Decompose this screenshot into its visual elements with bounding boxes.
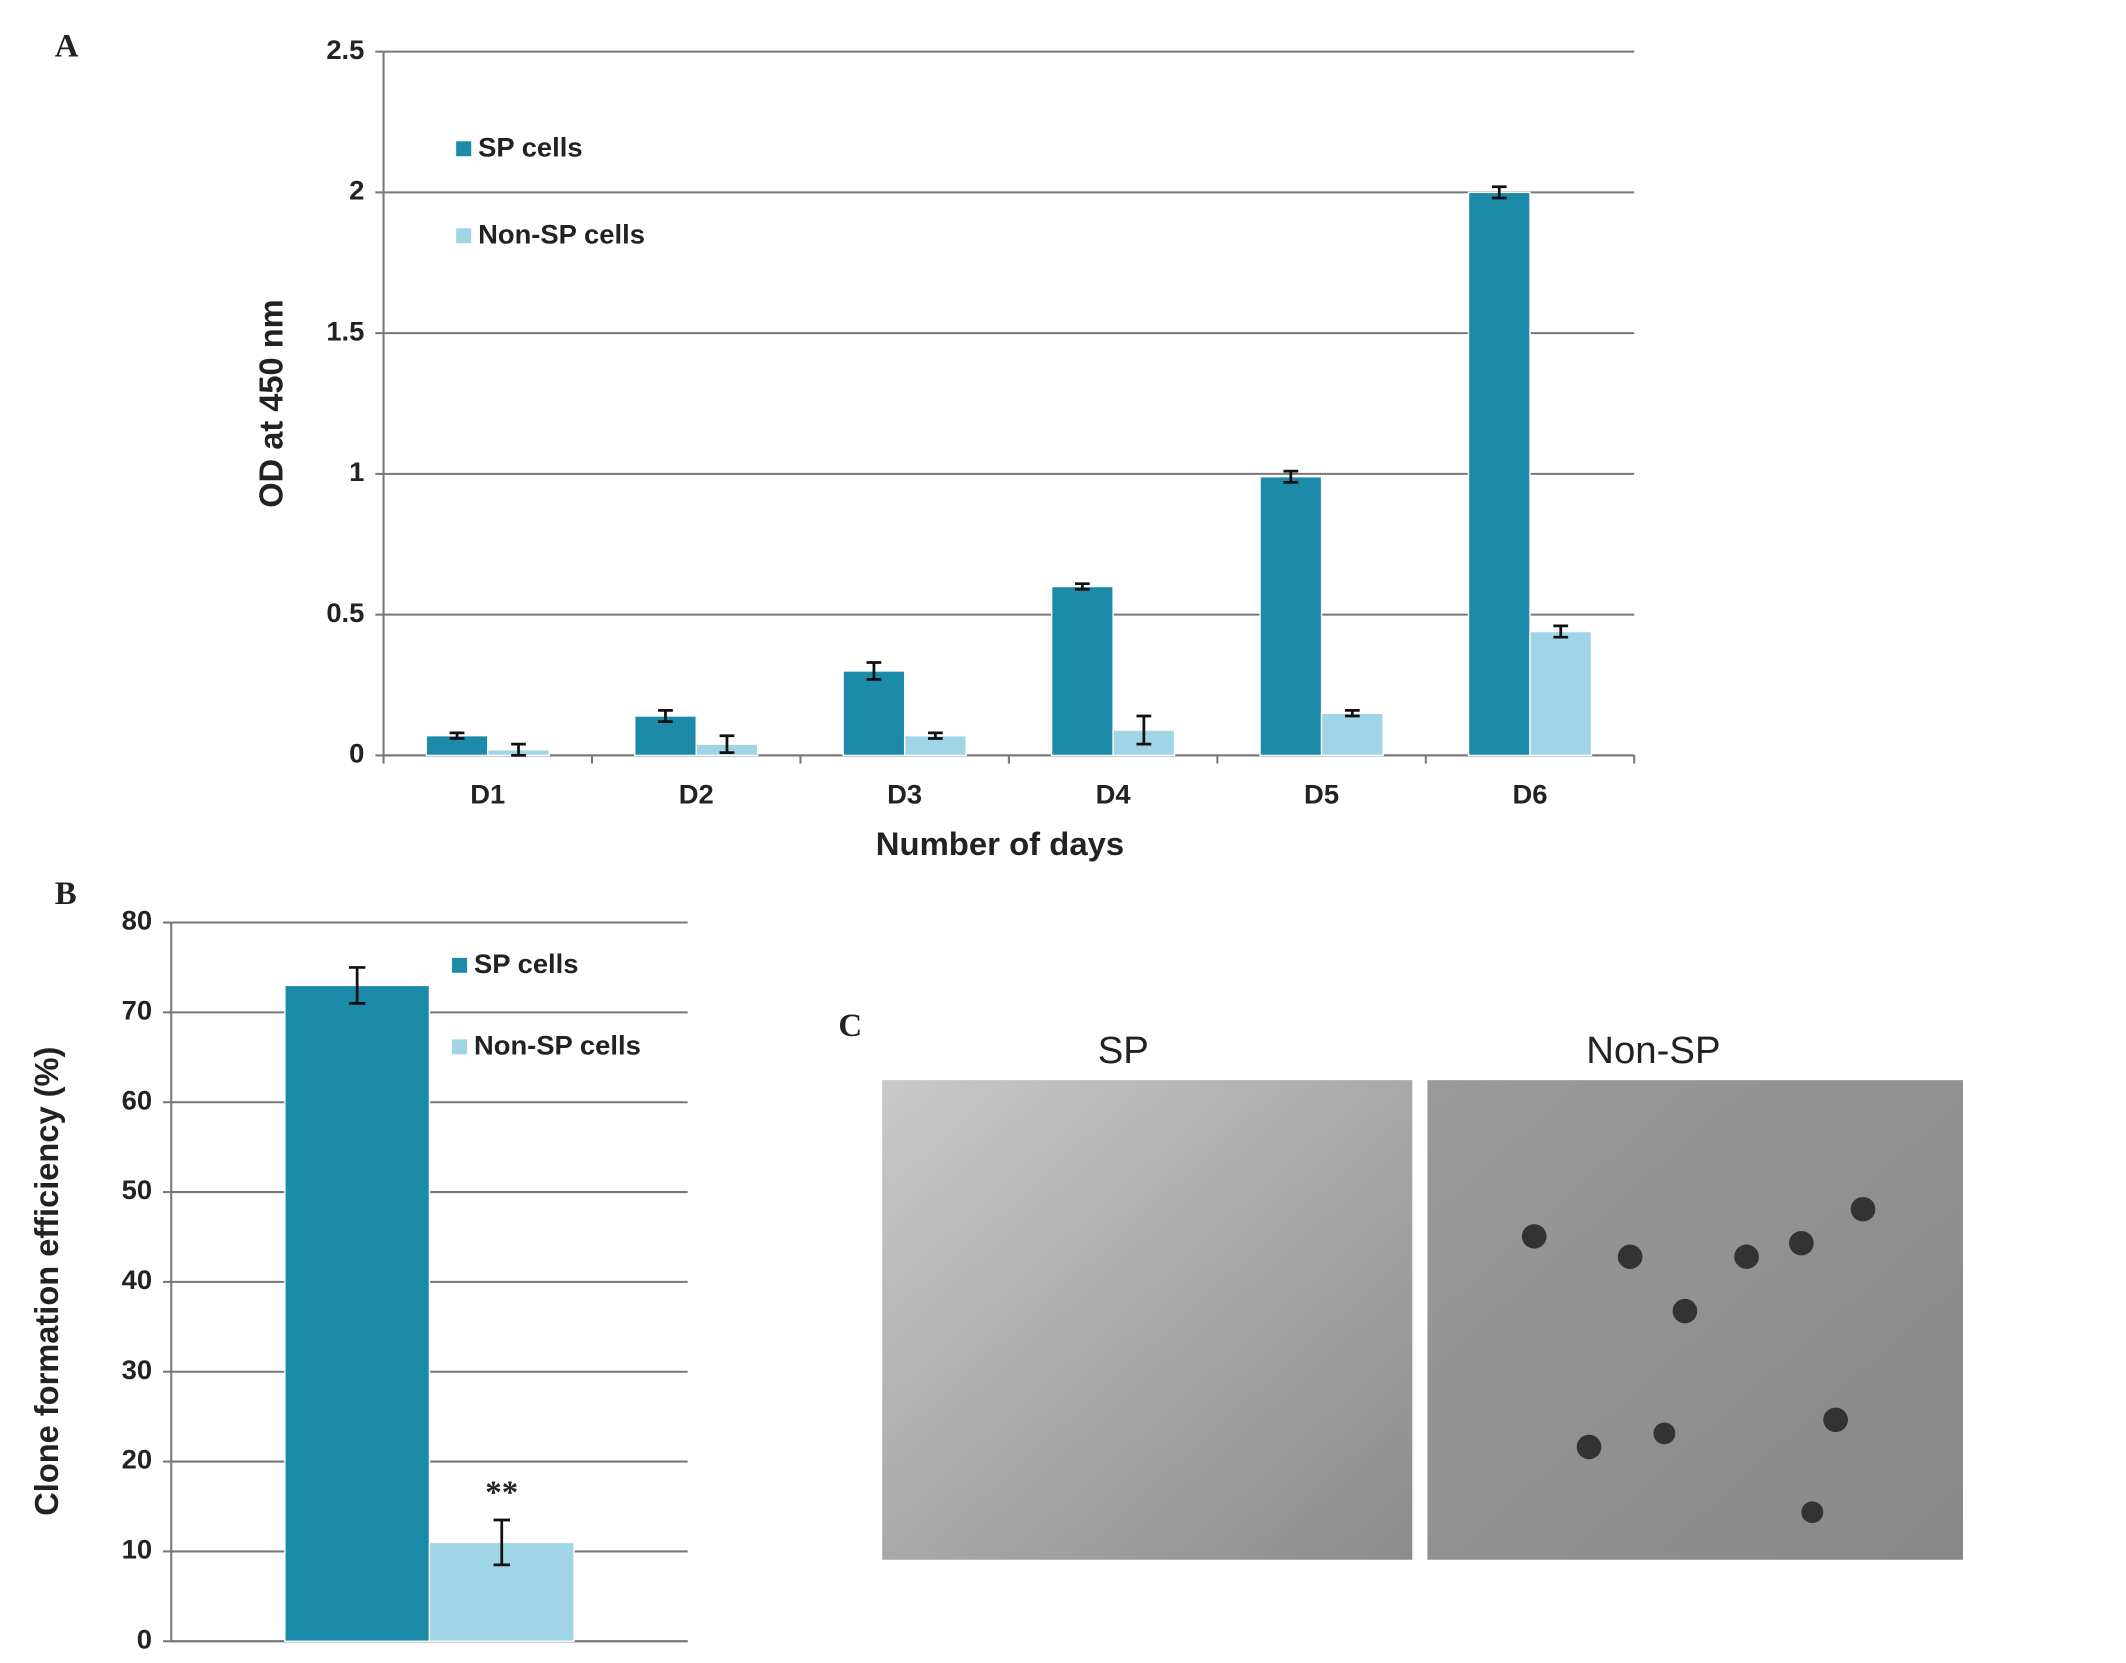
micrograph [1427, 1080, 1963, 1560]
legend-swatch [456, 141, 472, 157]
legend-swatch [456, 228, 472, 244]
x-tick-label: D6 [1513, 778, 1548, 809]
bar [1529, 630, 1593, 757]
cells [1521, 1196, 1876, 1524]
bar [842, 670, 906, 757]
y-tick-label: 70 [122, 995, 152, 1026]
error-bar [1136, 714, 1152, 746]
y-tick-label: 0 [137, 1624, 152, 1655]
error-bar [493, 1518, 510, 1567]
y-tick-label: 2 [349, 175, 364, 206]
x-axis-label: Number of days [876, 825, 1124, 862]
x-tick-label: D4 [1096, 778, 1132, 809]
y-tick-label: 10 [122, 1534, 152, 1565]
error-bar [928, 731, 943, 740]
error-bar [658, 709, 673, 723]
panel-label: B [55, 876, 77, 912]
y-tick-label: 20 [122, 1444, 152, 1475]
y-tick-label: 2.5 [326, 34, 364, 65]
panel-label: A [55, 29, 79, 65]
legend-label: Non-SP cells [478, 219, 645, 250]
y-axis-label: OD at 450 nm [253, 299, 290, 507]
x-tick-label: D3 [887, 778, 922, 809]
error-bar [1553, 624, 1569, 639]
y-tick-label: 1.5 [326, 315, 364, 346]
legend-swatch [452, 957, 468, 973]
x-tick-label: D1 [470, 778, 505, 809]
micrograph [882, 1080, 1413, 1560]
error-bar [511, 742, 526, 757]
error-bar [1344, 709, 1360, 718]
error-bar [348, 966, 366, 1005]
y-tick-label: 0 [349, 738, 364, 769]
y-tick-label: 40 [122, 1264, 152, 1295]
error-bar [1074, 582, 1090, 591]
image-title: Non-SP [1586, 1029, 1720, 1072]
error-bar [449, 731, 465, 740]
y-axis-label: Clone formation efficiency (%) [28, 1047, 65, 1516]
x-tick-label: D2 [679, 778, 714, 809]
bar [1050, 585, 1114, 757]
panel-label: C [838, 1008, 862, 1044]
annotation: ** [485, 1475, 518, 1511]
x-tick-label: D5 [1304, 778, 1339, 809]
bar [1259, 476, 1323, 757]
error-bar [1283, 469, 1299, 484]
error-bar [866, 661, 882, 681]
legend-swatch [452, 1039, 468, 1055]
y-tick-label: 0.5 [326, 597, 364, 628]
y-tick-label: 60 [122, 1084, 152, 1115]
legend-label: SP cells [478, 132, 583, 163]
legend-label: Non-SP cells [474, 1030, 641, 1061]
image-title: SP [1098, 1029, 1149, 1072]
bar [1320, 712, 1384, 757]
y-tick-label: 80 [122, 905, 152, 936]
error-bar [719, 734, 735, 754]
y-tick-label: 1 [349, 456, 364, 487]
y-tick-label: 50 [122, 1174, 152, 1205]
error-bar [1491, 185, 1507, 200]
bar [1467, 191, 1531, 757]
y-tick-label: 30 [122, 1354, 152, 1385]
legend-label: SP cells [474, 948, 579, 979]
bar [284, 984, 431, 1642]
